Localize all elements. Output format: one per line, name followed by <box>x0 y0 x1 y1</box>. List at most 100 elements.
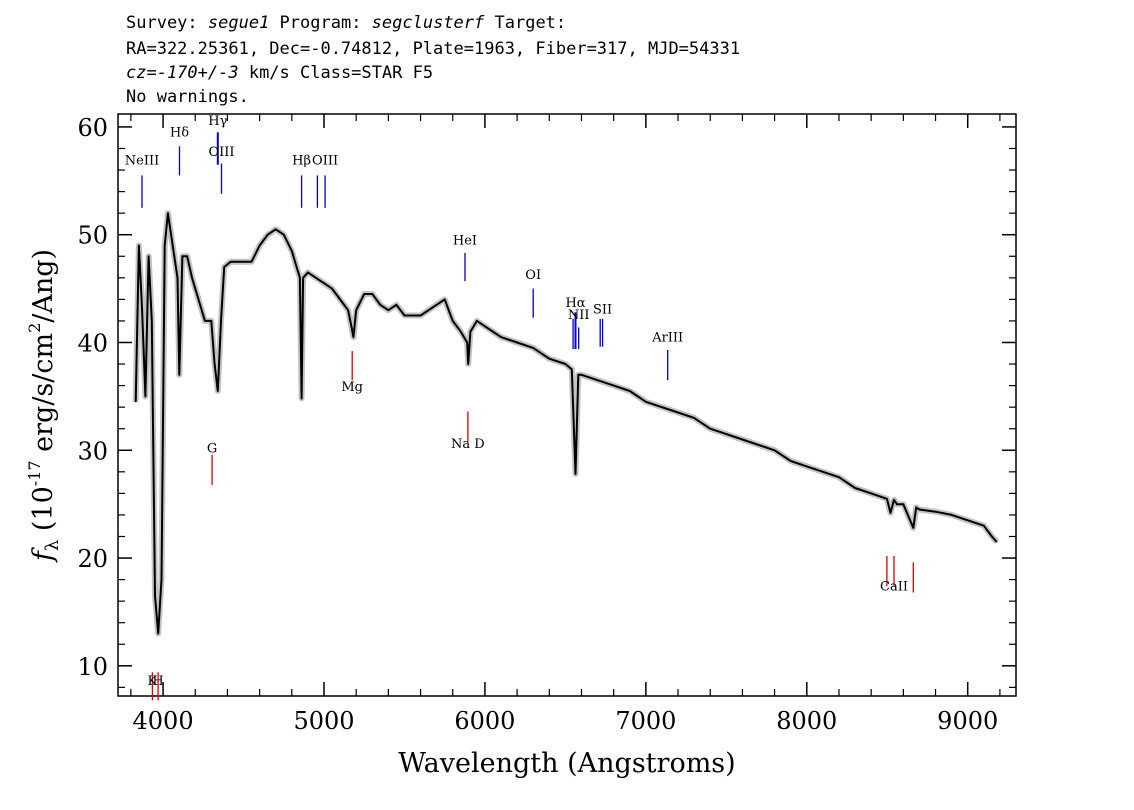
spectrum-layer <box>132 210 999 637</box>
flux-point <box>912 527 914 529</box>
flux-point <box>141 309 143 311</box>
line-label-h: H <box>152 674 163 689</box>
flux-point <box>889 512 892 514</box>
header-line-3: cz=-170+/-3 km/s Class=STAR F5 <box>126 63 433 83</box>
flux-point <box>186 255 188 257</box>
x-axis-label: Wavelength (Angstroms) <box>398 748 735 779</box>
y-tick-label: 30 <box>77 437 108 465</box>
flux-point <box>217 390 219 392</box>
flux-point <box>210 320 212 322</box>
flux-point <box>918 508 921 511</box>
line-label-nii: NII <box>568 308 590 323</box>
plot-frame <box>117 113 1017 697</box>
flux-point <box>886 498 888 500</box>
line-label-hβ: Hβ <box>292 154 311 169</box>
flux-point <box>896 503 898 505</box>
flux-point <box>574 473 577 475</box>
flux-point <box>204 320 206 322</box>
header-survey-label: Survey: <box>126 13 208 33</box>
line-label-ariii: ArIII <box>651 330 683 345</box>
x-tick-label: 5000 <box>293 707 354 735</box>
y-axis-label-mid: erg/s/cm <box>28 333 59 461</box>
line-label-hδ: Hδ <box>170 126 189 141</box>
flux-point <box>138 244 140 247</box>
flux-point <box>967 519 969 521</box>
flux-point <box>267 234 269 236</box>
flux-point <box>677 411 679 414</box>
header-line-4: No warnings. <box>126 87 249 107</box>
y-tick-label: 50 <box>77 222 108 250</box>
flux-point <box>420 314 422 317</box>
y-axis-label: fλ (10-17 erg/s/cm2/Ang) <box>25 249 63 563</box>
axis-ticks-layer: 4000 5000 6000 7000 8000 9000 10 20 30 40 50 60 <box>77 114 1016 735</box>
flux-point <box>164 244 166 247</box>
flux-point <box>469 331 471 333</box>
flux-point <box>395 304 397 306</box>
line-label-oiii: OIII <box>208 145 234 160</box>
flux-point <box>339 298 341 300</box>
flux-point <box>774 449 776 451</box>
flux-point <box>135 401 137 403</box>
flux-point <box>532 347 534 349</box>
flux-point <box>548 358 550 360</box>
flux-point <box>476 320 478 322</box>
flux-point <box>323 282 325 284</box>
y-axis-label-pre: (10 <box>28 486 59 539</box>
flux-point <box>315 277 317 279</box>
flux-point <box>580 374 583 376</box>
flux-point <box>275 228 277 230</box>
x-tick-label: 4000 <box>133 707 194 735</box>
x-tick-label: 7000 <box>615 707 676 735</box>
y-axis-label-sub: λ <box>42 540 63 551</box>
flux-point <box>157 632 159 635</box>
error-band-line <box>132 210 999 637</box>
line-label-k: K <box>148 674 158 689</box>
flux-point <box>299 277 301 279</box>
flux-point <box>160 579 163 581</box>
line-label-hγ: Hγ <box>208 114 227 129</box>
header-cz-value: cz=-170+/-3 <box>126 63 239 83</box>
flux-point <box>363 293 365 295</box>
flux-point <box>197 298 200 300</box>
header-line-2: RA=322.25361, Dec=-0.74812, Plate=1963, … <box>126 39 740 59</box>
flux-point <box>259 244 261 247</box>
flux-point <box>301 397 303 400</box>
flux-point <box>178 374 180 376</box>
flux-point <box>741 438 744 441</box>
flux-point <box>296 266 298 268</box>
flux-point <box>709 428 711 430</box>
flux-point <box>790 460 792 462</box>
flux-point <box>500 336 502 338</box>
flux-point <box>564 363 567 365</box>
flux-point <box>151 320 153 322</box>
flux-point <box>230 261 232 263</box>
y-tick-label: 40 <box>77 329 108 357</box>
header: Survey: segue1 Program: segclusterf Targ… <box>126 13 740 107</box>
flux-point <box>251 261 253 263</box>
flux-point <box>355 309 357 311</box>
flux-point <box>757 444 760 446</box>
flux-point <box>983 525 985 527</box>
x-tick-label: 6000 <box>454 707 515 735</box>
y-tick-label: 60 <box>77 114 108 142</box>
y-axis-label-sup2: 2 <box>25 323 44 333</box>
flux-point <box>597 379 599 381</box>
flux-point <box>144 395 146 397</box>
line-label-hei: HeI <box>453 233 477 248</box>
flux-line <box>134 212 998 635</box>
header-line-1: Survey: segue1 Program: segclusterf Targ… <box>126 13 566 33</box>
flux-point <box>577 374 579 376</box>
flux-point <box>991 535 993 538</box>
flux-point <box>822 471 824 473</box>
y-axis-label-f: f <box>28 547 59 563</box>
line-label-oiii: OIII <box>312 154 338 169</box>
flux-point <box>516 341 518 344</box>
flux-point <box>331 288 333 290</box>
line-label-caii: CaII <box>880 579 908 594</box>
header-survey-value: segue1 <box>208 13 269 33</box>
flux-point <box>302 277 304 279</box>
flux-point <box>167 212 169 214</box>
x-tick-label: 9000 <box>937 707 998 735</box>
